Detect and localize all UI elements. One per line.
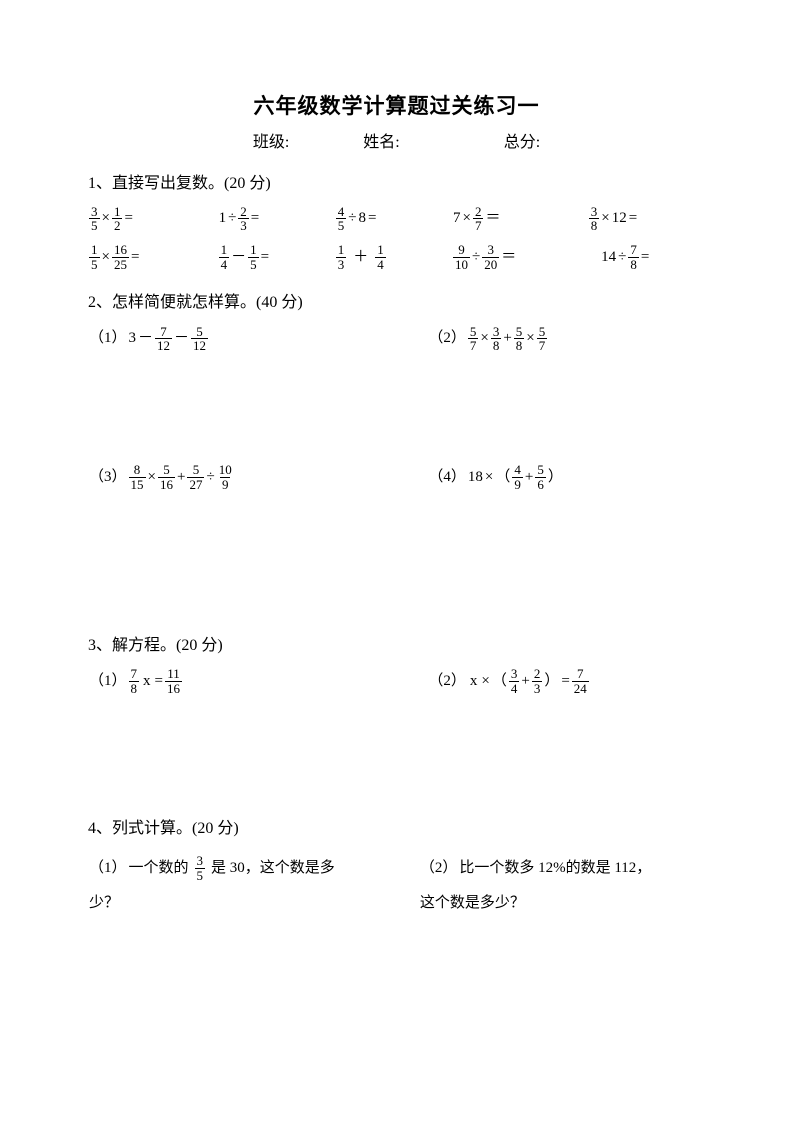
fraction: 512 (191, 325, 208, 353)
s4-row: （1）一个数的 35 是 30，这个数是多 少？ （2）比一个数多 12%的数是… (88, 850, 705, 920)
fraction: 910 (453, 243, 470, 271)
fraction: 35 (195, 854, 206, 882)
fraction: 12 (112, 205, 123, 233)
s1-r1-c3: 45 ÷8= (335, 205, 452, 233)
fraction: 56 (535, 463, 546, 491)
s2-row1: （1） 3－ 712 － 512 （2） 57 × 38 + 58 × 57 (88, 324, 705, 353)
s1-r2-c4: 910 ÷ 320 ＝ (452, 243, 600, 271)
fraction: 45 (336, 205, 347, 233)
fraction: 34 (509, 667, 520, 695)
s3-q2: （2） x × （ 34 + 23 ） = 724 (427, 667, 589, 695)
section-1: 1、直接写出复数。(20 分) 35 × 12 = 1÷ 23 = 45 ÷8=… (88, 170, 705, 271)
worksheet-page: 六年级数学计算题过关练习一 班级: 姓名: 总分: 1、直接写出复数。(20 分… (0, 0, 793, 1122)
fraction: 13 (336, 243, 347, 271)
fraction: 15 (89, 243, 100, 271)
class-label: 班级: (253, 128, 289, 152)
fraction: 38 (589, 205, 600, 233)
fraction: 57 (537, 325, 548, 353)
s4-q1: （1）一个数的 35 是 30，这个数是多 少？ (88, 850, 419, 920)
fraction: 57 (468, 325, 479, 353)
fraction: 78 (129, 667, 140, 695)
s1-r2-c5: 14÷ 78 = (600, 243, 705, 271)
section-1-title: 1、直接写出复数。(20 分) (88, 170, 705, 199)
fraction: 38 (491, 325, 502, 353)
score-label: 总分: (504, 128, 540, 152)
fraction: 1116 (165, 667, 182, 695)
section-3-title: 3、解方程。(20 分) (88, 632, 705, 661)
s1-r2-c3: 13 ＋ 14 (335, 243, 452, 271)
s4-q2: （2）比一个数多 12%的数是 112， 这个数是多少？ (419, 850, 715, 920)
section-4: 4、列式计算。(20 分) （1）一个数的 35 是 30，这个数是多 少？ （… (88, 815, 705, 920)
fraction: 58 (514, 325, 525, 353)
fraction: 35 (89, 205, 100, 233)
s1-r1-c1: 35 × 12 = (88, 205, 218, 233)
fraction: 516 (158, 463, 175, 491)
fraction: 14 (219, 243, 230, 271)
s1-r2-c1: 15 × 1625 = (88, 243, 218, 271)
s1-row2: 15 × 1625 = 14 － 15 = 13 ＋ 14 910 ÷ 320 … (88, 243, 705, 271)
info-line: 班级: 姓名: 总分: (88, 128, 705, 152)
page-title: 六年级数学计算题过关练习一 (88, 90, 705, 120)
fraction: 724 (572, 667, 589, 695)
fraction: 1625 (112, 243, 129, 271)
fraction: 23 (532, 667, 543, 695)
name-label: 姓名: (363, 128, 399, 152)
fraction: 27 (473, 205, 484, 233)
section-2: 2、怎样简便就怎样算。(40 分) （1） 3－ 712 － 512 （2） 5… (88, 289, 705, 491)
fraction: 815 (129, 463, 146, 491)
section-4-title: 4、列式计算。(20 分) (88, 815, 705, 844)
fraction: 712 (155, 325, 172, 353)
s3-row1: （1） 78 x = 1116 （2） x × （ 34 + 23 ） = (88, 667, 705, 696)
s2-q4: （4） 18× （ 49 + 56 ） (427, 463, 563, 491)
s2-q2: （2） 57 × 38 + 58 × 57 (427, 325, 548, 353)
fraction: 14 (375, 243, 386, 271)
s1-r1-c4: 7× 27 ＝ (452, 205, 588, 233)
section-2-title: 2、怎样简便就怎样算。(40 分) (88, 289, 705, 318)
s1-r2-c2: 14 － 15 = (218, 243, 335, 271)
fraction: 109 (217, 463, 234, 491)
s1-row1: 35 × 12 = 1÷ 23 = 45 ÷8= 7× 27 ＝ 38 ×12= (88, 205, 705, 233)
s1-r1-c5: 38 ×12= (588, 205, 705, 233)
s3-q1: （1） 78 x = 1116 (88, 667, 183, 695)
fraction: 23 (238, 205, 249, 233)
fraction: 15 (248, 243, 259, 271)
fraction: 527 (187, 463, 204, 491)
s2-row2: （3） 815 × 516 + 527 ÷ 109 （4） 18× （ 49 + (88, 463, 705, 492)
fraction: 49 (512, 463, 523, 491)
section-3: 3、解方程。(20 分) （1） 78 x = 1116 （2） x × （ 3… (88, 632, 705, 696)
fraction: 78 (628, 243, 639, 271)
s2-q1: （1） 3－ 712 － 512 (88, 325, 209, 353)
s2-q3: （3） 815 × 516 + 527 ÷ 109 (88, 463, 235, 491)
s1-r1-c2: 1÷ 23 = (218, 205, 335, 233)
fraction: 320 (482, 243, 499, 271)
